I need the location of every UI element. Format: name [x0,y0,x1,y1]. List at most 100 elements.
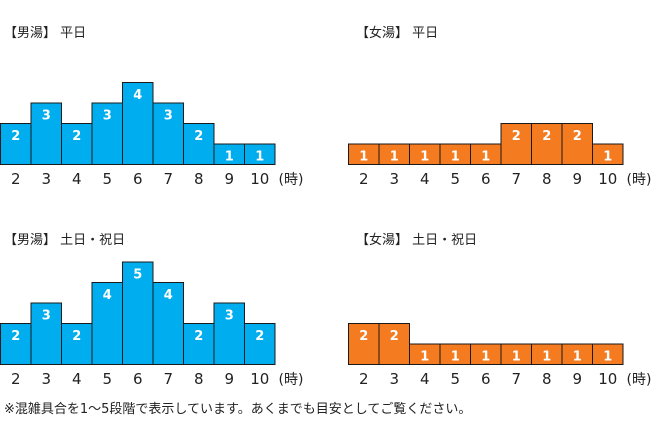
x-unit-label: (時) [279,172,304,188]
bar-value-label: 2 [542,129,551,144]
x-tick-label: 8 [194,370,204,388]
bar-value-label: 4 [103,288,112,303]
bar-value-label: 2 [72,129,81,144]
x-tick-label: 10 [250,370,269,388]
x-tick-label: 9 [572,170,582,188]
x-tick-label: 7 [511,370,521,388]
x-tick-label: 2 [359,170,369,188]
bar-value-label: 2 [255,329,264,344]
bar-value-label: 2 [11,329,20,344]
bar-4 [61,323,93,365]
bar-value-label: 3 [103,109,112,124]
bar-6 [122,261,154,365]
x-tick-label: 2 [11,370,21,388]
bar-value-label: 1 [390,150,399,165]
bar-value-label: 1 [542,350,551,365]
bar-value-label: 1 [225,150,234,165]
bar-value-label: 2 [72,329,81,344]
x-tick-label: 3 [389,170,399,188]
x-tick-label: 6 [481,170,491,188]
x-tick-label: 8 [542,170,552,188]
x-tick-label: 10 [598,170,617,188]
bar-10 [592,343,624,365]
bar-7 [152,102,184,165]
x-tick-label: 9 [224,370,234,388]
x-tick-label: 4 [72,170,82,188]
x-tick-label: 9 [572,370,582,388]
bar-value-label: 2 [573,129,582,144]
bar-8 [531,123,563,165]
x-tick-label: 7 [163,370,173,388]
chart-female-weekend: 2 2 2 3 1 4 1 5 1 6 1 7 1 8 1 9 1 10 (時) [348,323,652,388]
bar-10 [592,143,624,165]
bar-value-label: 2 [11,129,20,144]
x-tick-label: 3 [389,370,399,388]
bar-value-label: 1 [451,350,460,365]
x-tick-label: 7 [511,170,521,188]
footnote: ※混雑具合を1～5段階で表示しています。あくまでも目安としてご覧ください。 [4,402,472,417]
x-tick-label: 8 [194,170,204,188]
chart-title-female-weekend: 【女湯】 土日・祝日 [356,233,478,248]
x-tick-label: 5 [102,170,112,188]
bar-value-label: 1 [573,350,582,365]
bar-6 [122,82,154,165]
chart-title-male-weekday: 【男湯】 平日 [4,26,87,41]
bar-value-label: 1 [451,150,460,165]
x-tick-label: 5 [450,370,460,388]
x-tick-label: 4 [420,370,430,388]
chart-title-male-weekend: 【男湯】 土日・祝日 [4,233,126,248]
chart-title-female-weekday: 【女湯】 平日 [356,26,439,41]
bar-value-label: 1 [420,150,429,165]
bar-value-label: 1 [512,350,521,365]
chart-male-weekend: 2 2 3 3 2 4 4 5 5 6 4 7 2 8 3 9 2 10 (時) [0,261,304,388]
bar-value-label: 3 [164,109,173,124]
bar-value-label: 3 [225,309,234,324]
bar-8 [183,123,215,165]
bar-value-label: 2 [194,129,203,144]
bar-2 [348,323,380,365]
bar-7 [152,282,184,365]
x-tick-label: 8 [542,370,552,388]
x-tick-label: 2 [11,170,21,188]
x-tick-label: 6 [481,370,491,388]
bar-4 [61,123,93,165]
bar-value-label: 2 [390,329,399,344]
bar-value-label: 2 [194,329,203,344]
bar-8 [183,323,215,365]
bar-value-label: 1 [603,150,612,165]
bar-value-label: 3 [42,309,51,324]
x-tick-label: 6 [133,370,143,388]
chart-female-weekday: 1 2 1 3 1 4 1 5 1 6 2 7 2 8 2 9 1 10 (時) [348,123,652,188]
x-unit-label: (時) [279,372,304,388]
bar-value-label: 4 [133,88,142,103]
bar-10 [244,143,276,165]
x-tick-label: 10 [250,170,269,188]
x-tick-label: 5 [450,170,460,188]
bar-value-label: 1 [603,350,612,365]
x-tick-label: 3 [41,370,51,388]
bar-value-label: 4 [164,288,173,303]
x-unit-label: (時) [627,172,652,188]
chart-male-weekday: 2 2 3 3 2 4 3 5 4 6 3 7 2 8 1 9 1 10 (時) [0,82,304,188]
x-tick-label: 4 [72,370,82,388]
bar-value-label: 3 [42,109,51,124]
x-tick-label: 4 [420,170,430,188]
bar-9 [561,123,593,165]
bar-10 [244,323,276,365]
x-unit-label: (時) [627,372,652,388]
x-tick-label: 5 [102,370,112,388]
bar-value-label: 2 [359,329,368,344]
bar-3 [30,102,62,165]
x-tick-label: 10 [598,370,617,388]
bar-value-label: 1 [481,350,490,365]
bar-value-label: 1 [481,150,490,165]
bar-value-label: 2 [512,129,521,144]
bar-7 [500,123,532,165]
x-tick-label: 2 [359,370,369,388]
x-tick-label: 7 [163,170,173,188]
bar-3 [378,323,410,365]
x-tick-label: 6 [133,170,143,188]
bar-value-label: 1 [255,150,264,165]
bar-value-label: 1 [359,150,368,165]
bar-2 [0,123,32,165]
